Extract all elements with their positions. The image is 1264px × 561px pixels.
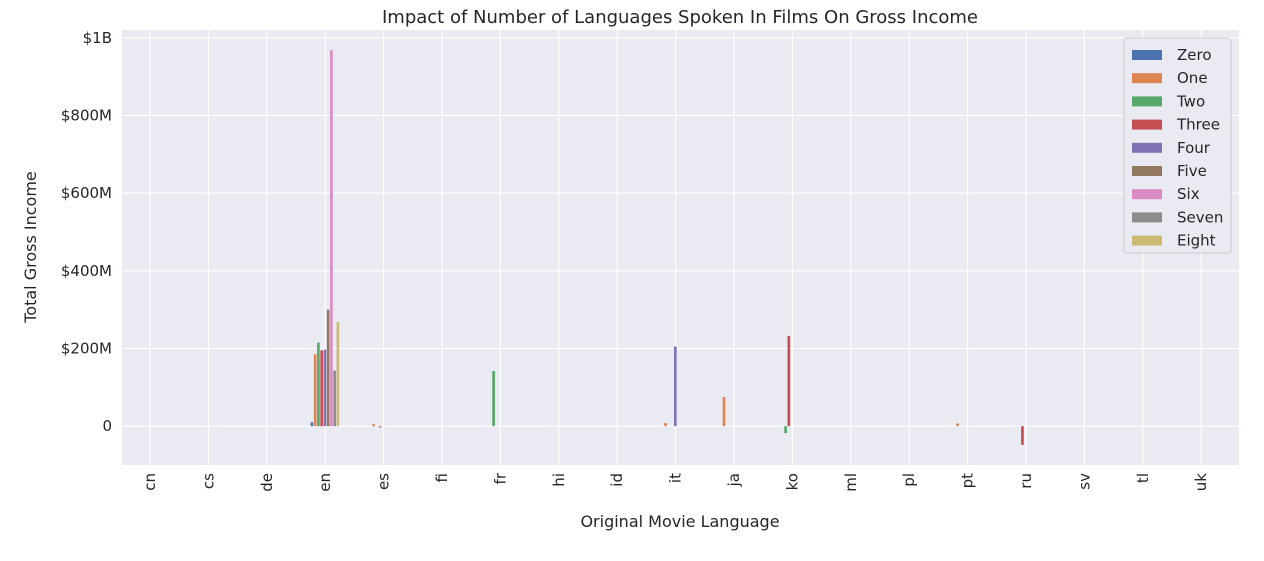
bar: [336, 322, 340, 427]
bar: [1021, 426, 1024, 445]
legend-swatch: [1132, 189, 1162, 200]
x-tick-label: pl: [900, 473, 918, 487]
x-tick-labels: cn cs de en es fi fr hi id it ja ko ml pl pt ru sv tl uk: [141, 472, 1210, 492]
legend-swatch: [1132, 212, 1162, 223]
plot-area: [122, 30, 1239, 465]
legend-box: [1123, 37, 1232, 254]
x-tick-label: ko: [783, 473, 801, 490]
legend-label: Four: [1177, 139, 1211, 157]
legend-swatch: [1132, 119, 1162, 130]
y-tick-label: $1B: [83, 29, 112, 47]
x-tick-label: ja: [725, 473, 743, 487]
x-tick-label: id: [608, 473, 626, 487]
legend-swatch: [1132, 73, 1162, 84]
bar: [326, 309, 330, 427]
bar: [956, 423, 959, 427]
bars: [310, 50, 1024, 445]
x-tick-label: ml: [842, 473, 860, 492]
x-tick-label: de: [258, 473, 276, 492]
bar: [492, 371, 495, 427]
y-tick-label: $400M: [61, 262, 112, 280]
bar: [330, 50, 333, 427]
bar: [313, 354, 317, 427]
bar: [378, 426, 382, 428]
x-tick-label: it: [667, 473, 685, 483]
y-axis-label: Total Gross Income: [21, 171, 40, 324]
legend-label: Two: [1176, 92, 1205, 110]
y-tick-label: $600M: [61, 184, 112, 202]
x-tick-label: ru: [1017, 473, 1035, 489]
bar: [320, 350, 323, 427]
x-tick-label: cn: [141, 473, 159, 491]
bar: [317, 342, 320, 427]
y-tick-label: $200M: [61, 339, 112, 357]
legend-swatch: [1132, 166, 1162, 176]
x-tick-label: fr: [491, 472, 509, 484]
x-axis-label: Original Movie Language: [580, 512, 779, 531]
y-tick-labels: 0 $200M $400M $600M $800M $1B: [61, 29, 112, 435]
legend-swatch: [1132, 96, 1162, 107]
x-tick-label: es: [375, 473, 393, 490]
legend-swatch: [1132, 50, 1162, 60]
legend-label: Eight: [1177, 232, 1216, 250]
chart-title: Impact of Number of Languages Spoken In …: [382, 7, 978, 28]
legend-swatch: [1132, 235, 1162, 246]
bar: [372, 424, 375, 427]
x-tick-label: uk: [1192, 473, 1210, 492]
bar: [323, 349, 327, 427]
bar: [673, 346, 677, 427]
legend-label: Five: [1177, 162, 1207, 180]
x-tick-label: en: [316, 473, 334, 492]
bar: [333, 370, 336, 427]
y-tick-label: $800M: [61, 106, 112, 124]
x-tick-label: hi: [550, 473, 568, 487]
legend-swatch: [1132, 142, 1162, 153]
bar: [310, 422, 314, 427]
bar: [787, 336, 791, 427]
legend-label: Zero: [1177, 46, 1212, 64]
legend-label: Three: [1176, 116, 1220, 134]
legend-label: Seven: [1177, 208, 1223, 226]
legend-label: One: [1177, 69, 1208, 87]
bar: [722, 397, 726, 427]
y-tick-label: 0: [102, 417, 112, 435]
x-tick-label: fi: [433, 473, 451, 482]
legend: Zero One Two Three Four Five Six Seven Eight: [1123, 37, 1232, 254]
x-tick-label: cs: [199, 473, 217, 489]
x-tick-label: sv: [1075, 473, 1093, 490]
bar: [784, 426, 787, 434]
x-tick-label: pt: [959, 473, 977, 489]
bar: [664, 423, 667, 427]
legend-label: Six: [1177, 185, 1200, 203]
x-tick-label: tl: [1134, 473, 1152, 483]
